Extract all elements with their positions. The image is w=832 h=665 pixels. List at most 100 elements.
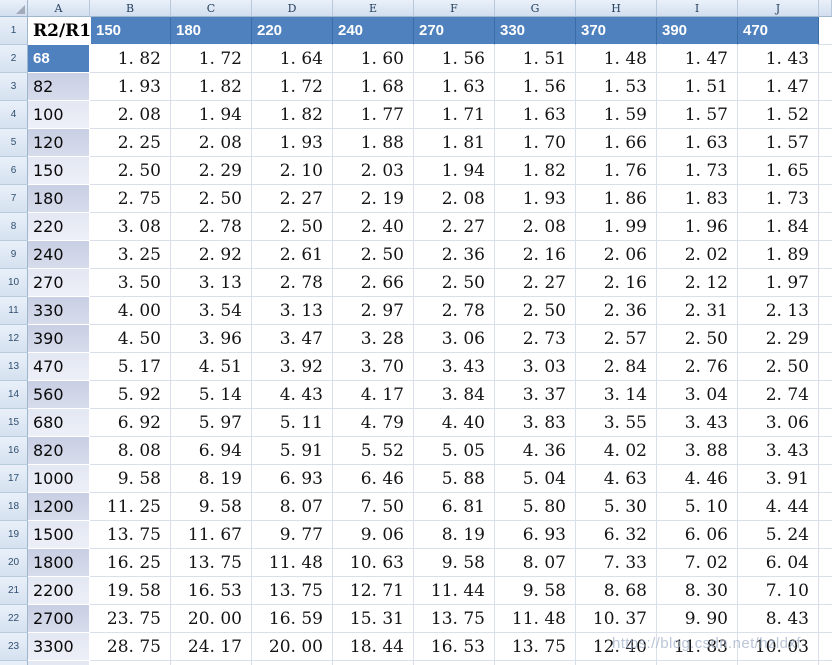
row-header-24[interactable]: [0, 661, 28, 665]
cell[interactable]: 1. 51: [495, 45, 576, 73]
cell[interactable]: 2. 19: [333, 185, 414, 213]
cell[interactable]: 16. 53: [171, 577, 252, 605]
cell[interactable]: 2. 75: [90, 185, 171, 213]
row-header-23[interactable]: 23: [0, 633, 28, 661]
cell[interactable]: 2. 76: [657, 353, 738, 381]
cell[interactable]: 6. 81: [414, 493, 495, 521]
cell-header-150[interactable]: 150: [90, 17, 171, 45]
cell[interactable]: 3. 04: [657, 381, 738, 409]
cell-partial[interactable]: [819, 437, 832, 465]
row-header-6[interactable]: 6: [0, 157, 28, 185]
cell[interactable]: 9. 90: [657, 605, 738, 633]
cell[interactable]: 4. 17: [333, 381, 414, 409]
cell[interactable]: 15. 31: [333, 605, 414, 633]
cell[interactable]: 11. 48: [495, 605, 576, 633]
cell-partial[interactable]: [819, 157, 832, 185]
cell[interactable]: 4. 51: [171, 353, 252, 381]
cell[interactable]: 3. 06: [414, 325, 495, 353]
cell[interactable]: 1. 93: [495, 185, 576, 213]
cell-row-label-390[interactable]: 390: [28, 325, 90, 353]
cell[interactable]: 11. 25: [90, 493, 171, 521]
cell[interactable]: 6. 92: [90, 409, 171, 437]
cell[interactable]: 13. 75: [252, 577, 333, 605]
cell[interactable]: 19. 58: [90, 577, 171, 605]
cell[interactable]: 2. 08: [171, 129, 252, 157]
cell-partial[interactable]: [819, 129, 832, 157]
cell[interactable]: 2. 50: [252, 213, 333, 241]
cell-header-240[interactable]: 240: [333, 17, 414, 45]
cell[interactable]: [28, 661, 90, 665]
cell[interactable]: 1. 65: [738, 157, 819, 185]
cell[interactable]: 1. 88: [333, 129, 414, 157]
cell[interactable]: 1. 72: [171, 45, 252, 73]
cell[interactable]: 1. 83: [657, 185, 738, 213]
cell[interactable]: 2. 78: [414, 297, 495, 325]
cell[interactable]: 11. 44: [414, 577, 495, 605]
cell[interactable]: 3. 70: [333, 353, 414, 381]
cell[interactable]: 1. 57: [738, 129, 819, 157]
cell[interactable]: 5. 92: [90, 381, 171, 409]
cell[interactable]: 1. 94: [171, 101, 252, 129]
cell[interactable]: 2. 50: [90, 157, 171, 185]
cell[interactable]: 3. 06: [738, 409, 819, 437]
cell[interactable]: 2. 08: [495, 213, 576, 241]
cell-partial[interactable]: [819, 605, 832, 633]
cell[interactable]: 2. 16: [576, 269, 657, 297]
cell[interactable]: 2. 31: [657, 297, 738, 325]
cell[interactable]: 1. 82: [252, 101, 333, 129]
cell[interactable]: 1. 57: [657, 101, 738, 129]
cell[interactable]: 1. 68: [333, 73, 414, 101]
cell[interactable]: 10. 03: [738, 633, 819, 661]
cell[interactable]: 9. 58: [90, 465, 171, 493]
cell[interactable]: 3. 25: [90, 241, 171, 269]
column-header-C[interactable]: C: [171, 0, 252, 17]
cell[interactable]: 2. 50: [171, 185, 252, 213]
column-header-D[interactable]: D: [252, 0, 333, 17]
cell[interactable]: 8. 07: [495, 549, 576, 577]
cell-row-label-68[interactable]: 68: [28, 45, 90, 73]
cell[interactable]: 1. 47: [657, 45, 738, 73]
column-header-B[interactable]: B: [90, 0, 171, 17]
cell-row-label-1000[interactable]: 1000: [28, 465, 90, 493]
cell-partial[interactable]: [819, 661, 832, 665]
cell-partial[interactable]: [819, 409, 832, 437]
cell-header-180[interactable]: 180: [171, 17, 252, 45]
cell[interactable]: 2. 06: [576, 241, 657, 269]
cell[interactable]: 6. 04: [738, 549, 819, 577]
cell[interactable]: 3. 14: [576, 381, 657, 409]
row-header-18[interactable]: 18: [0, 493, 28, 521]
cell[interactable]: 2. 50: [414, 269, 495, 297]
cell[interactable]: 24. 17: [171, 633, 252, 661]
cell-partial[interactable]: [819, 297, 832, 325]
cell[interactable]: 1. 71: [414, 101, 495, 129]
cell[interactable]: 6. 46: [333, 465, 414, 493]
cell[interactable]: [576, 661, 657, 665]
cell[interactable]: 1. 93: [90, 73, 171, 101]
cell-partial[interactable]: [819, 521, 832, 549]
cell-row-label-82[interactable]: 82: [28, 73, 90, 101]
cell[interactable]: 8. 19: [414, 521, 495, 549]
cell[interactable]: 8. 08: [90, 437, 171, 465]
cell-partial[interactable]: [819, 269, 832, 297]
cell[interactable]: 5. 05: [414, 437, 495, 465]
cell[interactable]: 5. 24: [738, 521, 819, 549]
cell[interactable]: 1. 56: [414, 45, 495, 73]
row-header-16[interactable]: 16: [0, 437, 28, 465]
cell[interactable]: 2. 61: [252, 241, 333, 269]
cell[interactable]: 2. 78: [171, 213, 252, 241]
cell[interactable]: 2. 25: [90, 129, 171, 157]
cell[interactable]: 1. 97: [738, 269, 819, 297]
cell[interactable]: 1. 64: [252, 45, 333, 73]
row-header-11[interactable]: 11: [0, 297, 28, 325]
cell-partial[interactable]: [819, 577, 832, 605]
cell[interactable]: 5. 11: [252, 409, 333, 437]
cell[interactable]: 2. 16: [495, 241, 576, 269]
cell-partial[interactable]: [819, 185, 832, 213]
column-header-H[interactable]: H: [576, 0, 657, 17]
cell[interactable]: 13. 75: [414, 605, 495, 633]
cell[interactable]: 11. 67: [171, 521, 252, 549]
row-header-9[interactable]: 9: [0, 241, 28, 269]
cell[interactable]: 8. 19: [171, 465, 252, 493]
cell[interactable]: 13. 75: [171, 549, 252, 577]
cell[interactable]: 2. 57: [576, 325, 657, 353]
